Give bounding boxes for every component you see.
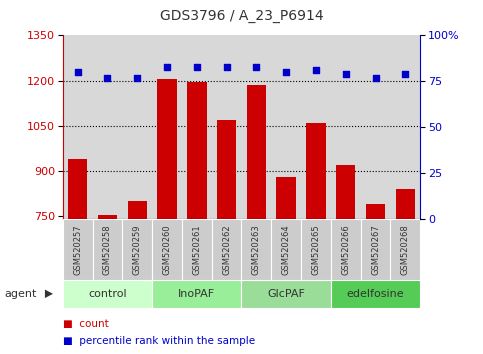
Bar — [217, 120, 236, 219]
Point — [401, 71, 409, 77]
Text: GDS3796 / A_23_P6914: GDS3796 / A_23_P6914 — [160, 9, 323, 23]
Bar — [242, 219, 271, 280]
Bar — [366, 204, 385, 219]
Bar — [152, 219, 182, 280]
Text: GSM520268: GSM520268 — [401, 224, 410, 275]
Bar — [271, 219, 301, 280]
Point — [74, 69, 82, 75]
Point — [342, 71, 350, 77]
Text: GSM520266: GSM520266 — [341, 224, 350, 275]
Text: ■  percentile rank within the sample: ■ percentile rank within the sample — [63, 336, 255, 346]
Point — [163, 64, 171, 69]
Bar — [331, 280, 420, 308]
Bar — [157, 79, 177, 219]
Point — [253, 64, 260, 69]
Text: GSM520267: GSM520267 — [371, 224, 380, 275]
Polygon shape — [45, 290, 53, 298]
Bar — [63, 280, 152, 308]
Bar — [331, 219, 361, 280]
Text: GSM520261: GSM520261 — [192, 224, 201, 275]
Bar — [187, 82, 207, 219]
Bar — [361, 219, 390, 280]
Point — [282, 69, 290, 75]
Point — [223, 64, 230, 69]
Bar — [68, 159, 87, 219]
Text: ■  count: ■ count — [63, 319, 109, 329]
Bar — [301, 219, 331, 280]
Bar — [306, 123, 326, 219]
Text: GSM520258: GSM520258 — [103, 224, 112, 275]
Point — [104, 75, 112, 81]
Text: GSM520263: GSM520263 — [252, 224, 261, 275]
Bar — [122, 219, 152, 280]
Bar — [242, 280, 331, 308]
Text: control: control — [88, 289, 127, 299]
Text: GSM520265: GSM520265 — [312, 224, 320, 275]
Text: GSM520259: GSM520259 — [133, 224, 142, 275]
Text: GSM520260: GSM520260 — [163, 224, 171, 275]
Text: GSM520264: GSM520264 — [282, 224, 291, 275]
Bar — [128, 201, 147, 219]
Bar — [152, 280, 242, 308]
Bar — [390, 219, 420, 280]
Bar — [212, 219, 242, 280]
Text: InoPAF: InoPAF — [178, 289, 215, 299]
Bar — [63, 219, 93, 280]
Bar — [93, 219, 122, 280]
Text: GSM520257: GSM520257 — [73, 224, 82, 275]
Text: edelfosine: edelfosine — [347, 289, 404, 299]
Bar — [182, 219, 212, 280]
Point — [312, 68, 320, 73]
Text: agent: agent — [5, 289, 37, 299]
Point — [193, 64, 201, 69]
Point — [133, 75, 141, 81]
Point — [372, 75, 380, 81]
Bar — [336, 165, 355, 219]
Bar — [396, 189, 415, 219]
Bar — [247, 85, 266, 219]
Text: GSM520262: GSM520262 — [222, 224, 231, 275]
Bar — [98, 215, 117, 219]
Bar — [276, 177, 296, 219]
Text: GlcPAF: GlcPAF — [267, 289, 305, 299]
